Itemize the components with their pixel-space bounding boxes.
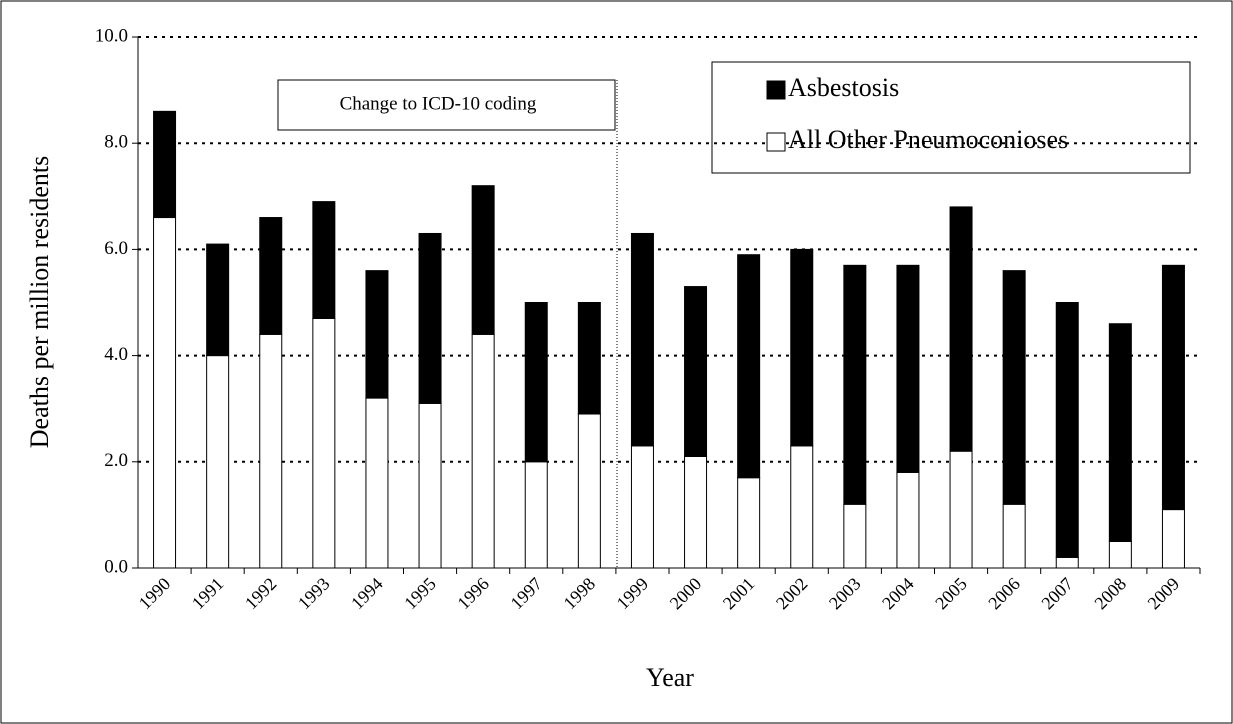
legend-label: All Other Pneumoconioses bbox=[788, 125, 1068, 154]
bar-segment bbox=[418, 232, 442, 404]
legend-swatch bbox=[766, 80, 786, 100]
bar-segment bbox=[843, 264, 867, 505]
bar-segment bbox=[471, 185, 495, 335]
x-axis-label: Year bbox=[646, 663, 694, 692]
bar-segment bbox=[737, 254, 761, 479]
legend-swatch bbox=[766, 132, 786, 152]
bar-segment bbox=[790, 248, 814, 447]
bar-segment bbox=[365, 397, 389, 569]
bar-segment bbox=[843, 503, 867, 569]
bar-segment bbox=[259, 217, 283, 335]
bar-segment bbox=[896, 471, 920, 569]
legend-label: Asbestosis bbox=[788, 73, 899, 102]
bar-segment bbox=[737, 477, 761, 569]
bar-segment bbox=[577, 413, 601, 569]
bar-segment bbox=[365, 270, 389, 399]
bar-segment bbox=[1108, 323, 1132, 542]
bar-segment bbox=[1161, 264, 1185, 511]
bar-segment bbox=[1055, 556, 1079, 569]
y-tick-label: 6.0 bbox=[104, 238, 128, 259]
y-tick-label: 8.0 bbox=[104, 132, 128, 153]
bar-segment bbox=[949, 450, 973, 569]
bar-segment bbox=[418, 402, 442, 569]
legend bbox=[711, 61, 1191, 174]
bar-segment bbox=[259, 333, 283, 569]
bar-segment bbox=[790, 445, 814, 569]
bar-segment bbox=[949, 206, 973, 452]
bar-segment bbox=[312, 201, 336, 319]
y-tick-label: 2.0 bbox=[104, 450, 128, 471]
bar-segment bbox=[684, 286, 708, 457]
bar-segment bbox=[1055, 302, 1079, 558]
y-tick-label: 0.0 bbox=[104, 556, 128, 577]
bar-segment bbox=[1002, 503, 1026, 569]
bar-segment bbox=[577, 302, 601, 415]
y-axis-label: Deaths per million residents bbox=[25, 156, 54, 448]
bar-segment bbox=[524, 302, 548, 463]
bar-segment bbox=[312, 317, 336, 569]
bar-segment bbox=[1108, 540, 1132, 569]
bar-segment bbox=[630, 445, 654, 569]
bar-segment bbox=[153, 110, 177, 219]
annotation: Change to ICD-10 coding bbox=[340, 93, 537, 114]
bar-segment bbox=[896, 264, 920, 473]
bar-segment bbox=[1002, 270, 1026, 505]
y-tick-label: 4.0 bbox=[104, 344, 128, 365]
annotation-box bbox=[277, 79, 616, 131]
bar-segment bbox=[630, 232, 654, 447]
bar-segment bbox=[153, 217, 177, 569]
bar-segment bbox=[206, 243, 230, 357]
bar-segment bbox=[524, 461, 548, 569]
y-tick-label: 10.0 bbox=[95, 25, 128, 46]
bar-segment bbox=[1161, 509, 1185, 569]
bar-segment bbox=[206, 355, 230, 569]
bar-segment bbox=[684, 455, 708, 569]
bar-segment bbox=[471, 333, 495, 569]
